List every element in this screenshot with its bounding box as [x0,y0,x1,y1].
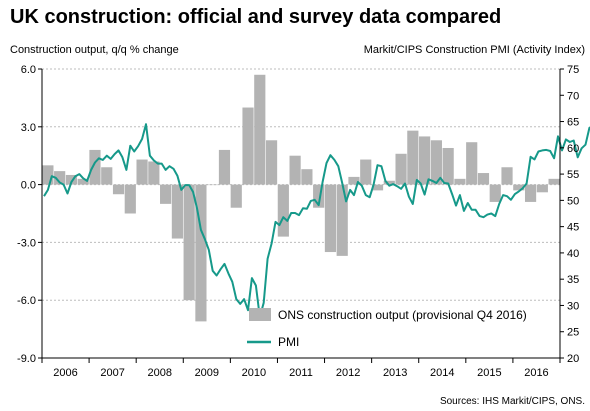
bar-2012Q4 [360,159,372,185]
legend-line-label: PMI [278,335,299,349]
source-note: Sources: IHS Markit/CIPS, ONS. [440,396,585,407]
left-tick-label: 3.0 [21,122,36,134]
left-tick-label: 6.0 [21,64,36,76]
bar-2007Q1 [89,149,101,185]
bar-2008Q4 [171,184,183,239]
x-tick-label: 2010 [242,367,266,379]
x-tick-label: 2007 [100,367,124,379]
bar-2012Q3 [348,176,360,185]
bar-2006Q3 [65,174,78,185]
right-tick-label: 65 [567,117,579,129]
right-tick-label: 55 [567,169,579,181]
bar-2015Q3 [489,184,501,202]
bar-2013Q2 [383,180,395,185]
left-axis-title: Construction output, q/q % change [10,44,179,56]
bar-2006Q1 [42,165,54,185]
bar-2010Q1 [230,184,242,208]
x-tick-label: 2012 [336,367,360,379]
bar-2009Q4 [218,149,231,185]
left-tick-label: -3.0 [17,237,36,249]
right-tick-label: 50 [567,195,579,207]
bar-2011Q3 [301,169,313,185]
x-tick-label: 2009 [195,367,219,379]
right-tick-label: 40 [567,248,579,260]
bar-2009Q2 [195,184,207,322]
bar-2009Q3 [207,184,219,186]
right-tick-label: 20 [567,353,579,365]
bar-2014Q1 [419,136,431,185]
bar-2014Q2 [430,140,442,185]
x-tick-label: 2014 [430,367,454,379]
x-tick-label: 2016 [524,367,548,379]
bar-2011Q4 [313,184,325,208]
right-tick-label: 35 [567,274,579,286]
bar-2008Q3 [160,184,172,204]
bar-2011Q1 [277,184,289,237]
bar-2014Q3 [442,147,454,185]
bar-2006Q4 [77,178,89,185]
right-tick-label: 30 [567,300,579,312]
x-tick-label: 2006 [53,367,77,379]
right-tick-label: 60 [567,143,579,155]
bar-2007Q4 [124,184,136,214]
bar-2008Q2 [148,161,160,185]
bar-2011Q2 [289,155,301,185]
left-tick-label: -6.0 [17,295,36,307]
legend-bar-label: ONS construction output (provisional Q4 … [278,308,527,322]
bar-2016Q3 [536,184,548,193]
axes [41,69,561,359]
bar-2016Q4 [548,178,560,185]
bar-2010Q4 [265,140,278,185]
bar-2007Q2 [101,167,113,185]
pmi-line [43,123,590,318]
bar-2016Q2 [524,184,537,202]
bar-2014Q4 [454,178,466,185]
bar-2006Q2 [54,171,66,185]
bar-2015Q4 [501,167,513,185]
x-tick-label: 2013 [383,367,407,379]
x-axis-ticks: 2006 2007 2008 2009 2010 2011 2012 2013 2014 2015… [41,358,561,379]
bar-2015Q1 [466,142,478,185]
right-axis-ticks: 20 25 30 35 40 45 50 55 60 65 70 75 [560,64,579,365]
left-axis-ticks: -9.0 -6.0 -3.0 0.0 3.0 6.0 [17,64,42,365]
bar-2013Q3 [395,153,407,185]
x-tick-label: 2015 [477,367,501,379]
x-tick-label: 2008 [147,367,171,379]
legend: ONS construction output (provisional Q4 … [247,308,527,349]
bar-2009Q1 [183,184,195,301]
chart-title: UK construction: official and survey dat… [10,6,501,28]
right-axis-title: Markit/CIPS Construction PMI (Activity I… [364,44,585,56]
right-tick-label: 45 [567,222,579,234]
x-tick-label: 2011 [289,367,313,379]
bar-2013Q1 [371,184,384,191]
bar-2015Q2 [477,173,490,185]
right-tick-label: 25 [567,327,579,339]
bar-2008Q1 [136,159,148,185]
bar-2016Q1 [513,184,525,191]
bar-2013Q4 [407,130,419,185]
legend-bar-swatch [249,308,271,321]
left-tick-label: 0.0 [21,180,36,192]
bar-2007Q3 [112,184,125,195]
line-series [43,123,590,318]
bar-2012Q2 [336,184,348,256]
left-tick-label: -9.0 [17,353,36,365]
right-tick-label: 75 [567,64,579,76]
bar-2012Q1 [324,184,337,253]
bar-2010Q3 [254,74,266,185]
bar-2010Q2 [242,107,254,185]
right-tick-label: 70 [567,90,579,102]
bar-series [42,74,560,322]
